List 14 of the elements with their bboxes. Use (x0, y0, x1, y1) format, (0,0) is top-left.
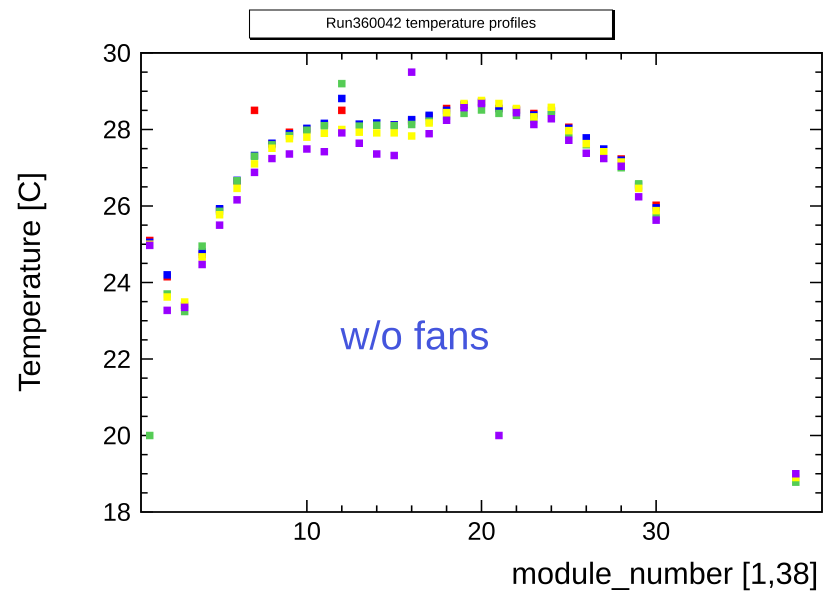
y-axis-title: Temperature [C] (18, 174, 46, 392)
chart-title: Run360042 temperature profiles (327, 17, 536, 31)
y-tick-label: 28 (104, 120, 130, 138)
x-tick-label: 10 (294, 522, 320, 540)
y-tick-label: 24 (104, 274, 130, 292)
annotation: w/o fans (340, 320, 488, 350)
y-tick-label: 22 (104, 350, 130, 368)
y-tick-label: 30 (104, 44, 130, 62)
y-tick-label: 18 (104, 503, 130, 521)
x-tick-label: 20 (468, 522, 495, 540)
y-tick-label: 20 (104, 426, 130, 444)
x-axis-title: module_number [1,38] (513, 562, 816, 590)
y-tick-label: 26 (104, 197, 130, 215)
x-tick-label: 30 (642, 522, 670, 540)
